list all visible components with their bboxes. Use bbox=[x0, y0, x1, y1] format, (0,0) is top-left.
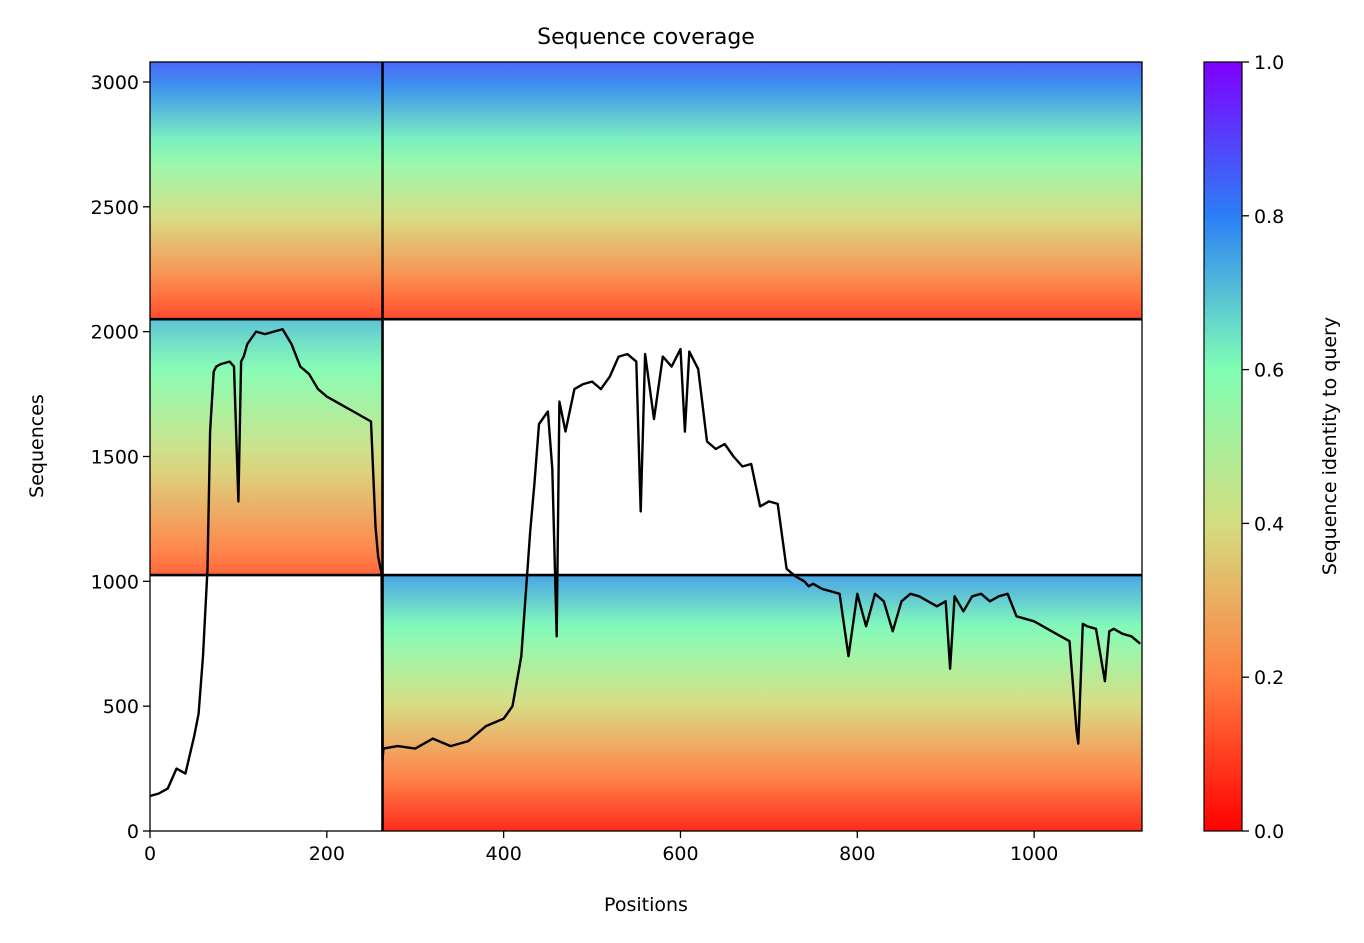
x-tick-label: 200 bbox=[309, 843, 345, 865]
y-tick-label: 500 bbox=[103, 696, 139, 718]
colorbar-tick-label: 1.0 bbox=[1254, 52, 1284, 74]
y-tick-label: 3000 bbox=[91, 72, 139, 94]
chart-title: Sequence coverage bbox=[537, 25, 755, 50]
colorbar-gradient bbox=[1203, 61, 1243, 832]
x-tick-label: 400 bbox=[486, 843, 522, 865]
heatmap-block bbox=[382, 575, 1142, 831]
heatmap-block bbox=[150, 319, 383, 576]
x-axis-label: Positions bbox=[604, 894, 688, 916]
x-tick-label: 800 bbox=[839, 843, 875, 865]
colorbar-tick-label: 0.2 bbox=[1254, 667, 1284, 689]
x-tick-label: 1000 bbox=[1010, 843, 1058, 865]
y-tick-label: 2500 bbox=[91, 197, 139, 219]
colorbar-ticks: 0.0 0.2 0.4 0.6 0.8 1.0 bbox=[1242, 52, 1284, 843]
heatmap-block bbox=[382, 62, 1142, 320]
colorbar-tick-label: 0.4 bbox=[1254, 513, 1284, 535]
y-axis-ticks: 0 500 1000 1500 2000 2500 3000 bbox=[91, 72, 150, 843]
y-tick-label: 1500 bbox=[91, 446, 139, 468]
y-tick-label: 0 bbox=[127, 821, 139, 843]
x-tick-label: 0 bbox=[144, 843, 156, 865]
colorbar-label: Sequence identity to query bbox=[1319, 317, 1341, 575]
heatmap-blocks bbox=[150, 62, 1142, 831]
y-tick-label: 1000 bbox=[91, 571, 139, 593]
heatmap-block bbox=[150, 62, 383, 320]
x-axis-ticks: 0 200 400 600 800 1000 bbox=[144, 831, 1058, 865]
plot-frame bbox=[149, 61, 1143, 832]
x-tick-label: 600 bbox=[662, 843, 698, 865]
y-axis-label: Sequences bbox=[26, 394, 48, 498]
colorbar-tick-label: 0.0 bbox=[1254, 821, 1284, 843]
colorbar: 0.0 0.2 0.4 0.6 0.8 1.0 Sequence identity to … bbox=[1203, 52, 1341, 843]
coverage-line bbox=[150, 328, 1141, 798]
colorbar-tick-label: 0.6 bbox=[1254, 360, 1284, 382]
plot-area bbox=[150, 62, 1142, 831]
colorbar-tick-label: 0.8 bbox=[1254, 206, 1284, 228]
y-tick-label: 2000 bbox=[91, 322, 139, 344]
